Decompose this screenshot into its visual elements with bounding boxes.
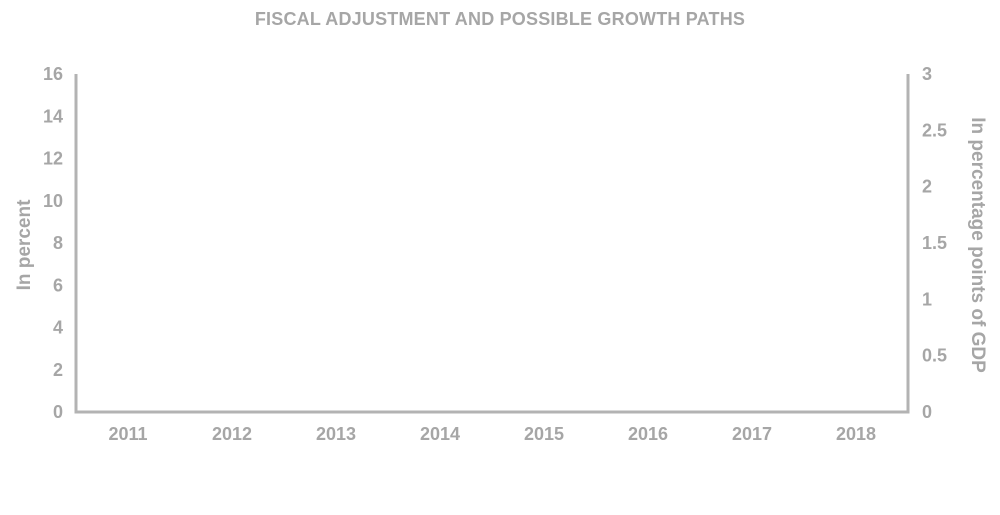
x-tick-label: 2018 xyxy=(836,424,876,444)
left-tick-label: 10 xyxy=(43,191,63,211)
right-tick-label: 1 xyxy=(922,289,932,309)
left-axis-title: In percent xyxy=(14,199,35,290)
right-axis-title: In percentage points of GDP xyxy=(967,117,988,373)
x-tick-label: 2015 xyxy=(524,424,564,444)
x-tick-label: 2017 xyxy=(732,424,772,444)
left-tick-label: 16 xyxy=(43,64,63,84)
right-tick-label: 0 xyxy=(922,402,932,422)
x-tick-label: 2012 xyxy=(212,424,252,444)
left-tick-label: 2 xyxy=(53,360,63,380)
x-axis: 2011 2012 2013 2014 2015 2016 2017 2018 xyxy=(74,410,910,444)
right-tick-label: 2 xyxy=(922,177,932,197)
x-tick-label: 2016 xyxy=(628,424,668,444)
left-tick-label: 14 xyxy=(43,106,63,126)
x-tick-label: 2011 xyxy=(108,424,147,444)
left-tick-label: 4 xyxy=(53,318,63,338)
right-y-axis: 0 0.5 1 1.5 2 2.5 3 In percentage points of GDP xyxy=(906,64,988,422)
right-tick-label: 3 xyxy=(922,64,932,84)
right-tick-label: 0.5 xyxy=(922,346,947,366)
right-tick-label: 2.5 xyxy=(922,120,947,140)
left-tick-label: 12 xyxy=(43,149,63,169)
x-tick-label: 2014 xyxy=(420,424,460,444)
right-tick-label: 1.5 xyxy=(922,233,947,253)
chart-title: FISCAL ADJUSTMENT AND POSSIBLE GROWTH PA… xyxy=(254,9,746,29)
left-y-axis: 0 2 4 6 8 10 12 14 16 In percent xyxy=(14,64,78,422)
left-tick-label: 8 xyxy=(53,233,63,253)
x-tick-label: 2013 xyxy=(316,424,356,444)
left-tick-label: 6 xyxy=(53,275,63,295)
left-tick-label: 0 xyxy=(53,402,63,422)
